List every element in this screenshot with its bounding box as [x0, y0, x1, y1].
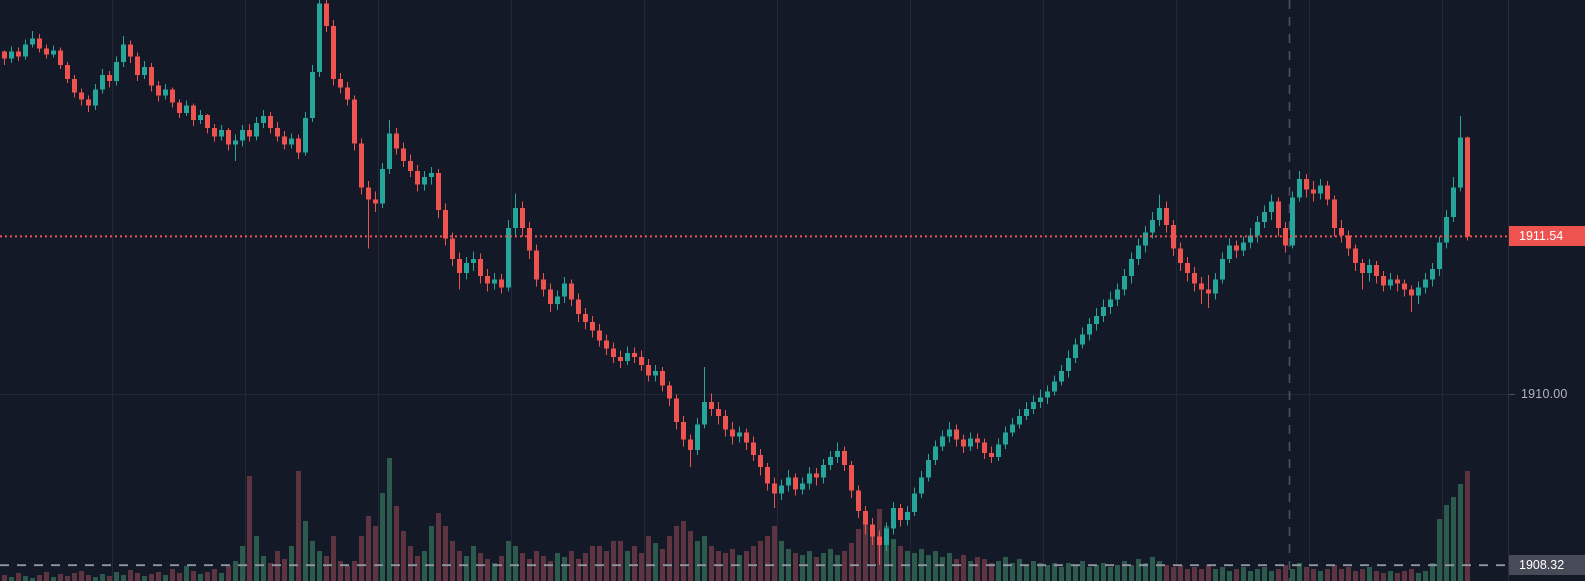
- price-axis[interactable]: 1910.00 1911.54 1908.32: [1508, 0, 1585, 581]
- last-price-badge: 1911.54: [1509, 226, 1585, 246]
- price-chart-pane[interactable]: [0, 0, 1508, 581]
- grid-price-label: 1910.00: [1521, 387, 1568, 401]
- price-axis-tick: [1509, 394, 1515, 395]
- low-price-badge: 1908.32: [1509, 555, 1585, 575]
- candlestick-chart[interactable]: [0, 0, 1508, 581]
